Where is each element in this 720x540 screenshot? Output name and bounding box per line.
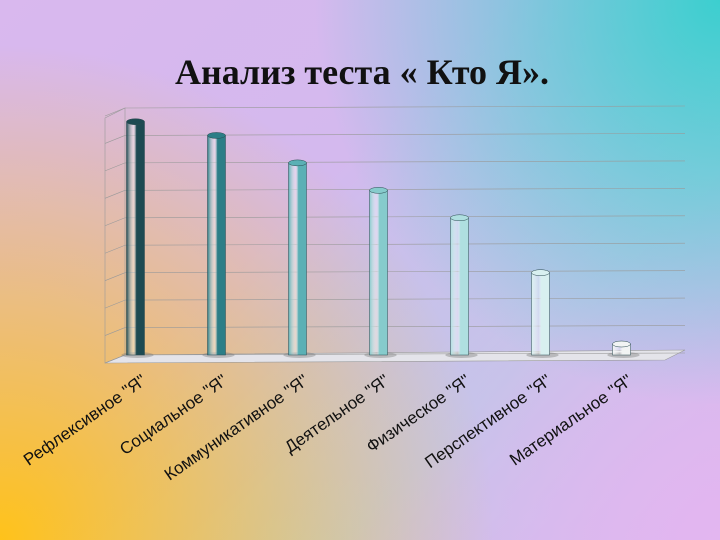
x-tick-label: Коммуникативное "Я" (161, 371, 312, 485)
bar (207, 135, 226, 356)
bar (288, 162, 307, 356)
bar-cap (207, 132, 226, 139)
bar (531, 272, 550, 356)
wall-grid-line (104, 327, 126, 336)
back-wall (104, 107, 126, 364)
wall-grid-line (104, 190, 126, 199)
wall-grid-line (104, 272, 126, 281)
bar (369, 190, 388, 356)
bar-cap (531, 269, 550, 276)
wall-grid-line (104, 244, 126, 254)
wall-grid-line (104, 354, 126, 364)
bar-cap (450, 214, 469, 222)
bar-cap (612, 340, 631, 348)
bar-cap (126, 118, 145, 125)
wall-grid-line (104, 135, 126, 144)
wall-grid-line (104, 107, 126, 117)
chart-title: Анализ теста « Кто Я». (175, 52, 549, 92)
bar-cap (288, 159, 307, 167)
bar-cap (369, 187, 388, 194)
wall-grid-line (104, 217, 126, 227)
bar (450, 217, 469, 356)
floor (104, 349, 686, 364)
wall-grid-line (104, 162, 126, 172)
grid-line (124, 105, 686, 109)
bar (126, 121, 145, 356)
wall-grid-line (104, 299, 126, 309)
